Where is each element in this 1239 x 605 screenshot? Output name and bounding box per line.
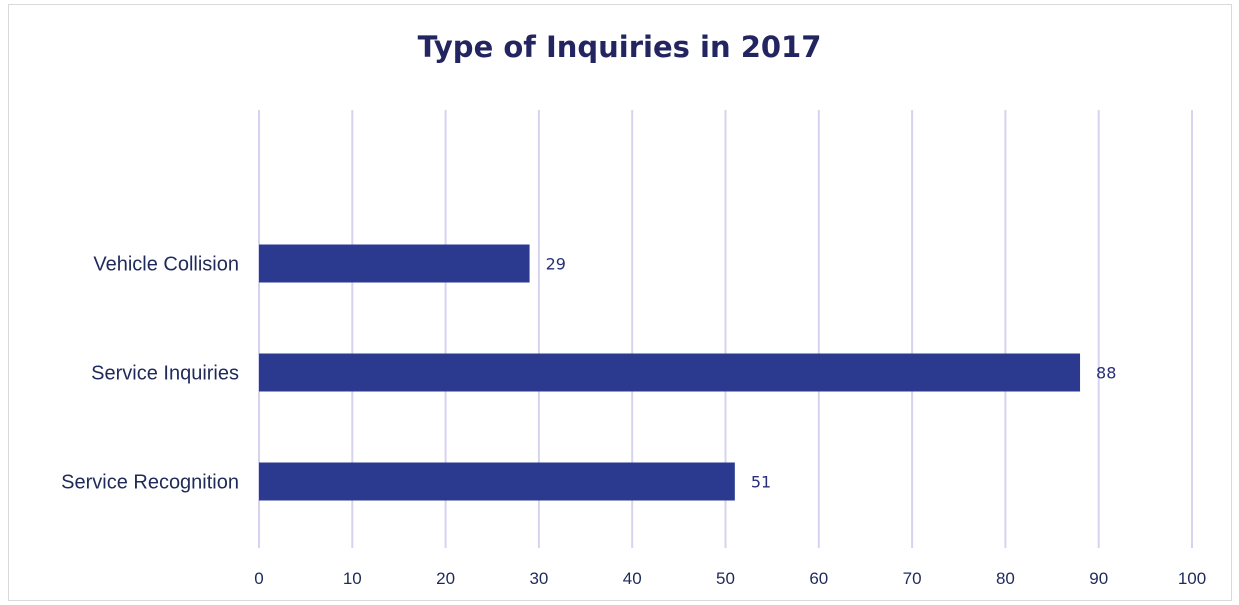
data-label: 51 [751, 473, 771, 492]
x-tick-label-50: 50 [716, 569, 735, 588]
x-tick-label-90: 90 [1089, 569, 1108, 588]
category-label: Service Inquiries [91, 363, 239, 385]
data-label: 29 [546, 255, 566, 274]
x-tick-label-20: 20 [436, 569, 455, 588]
x-tick-label-100: 100 [1178, 569, 1206, 588]
x-tick-labels: 0 10 20 30 40 50 60 70 80 90 100 [254, 569, 1206, 588]
x-tick-label-70: 70 [903, 569, 922, 588]
bars [259, 244, 1081, 501]
chart-frame [8, 4, 1232, 601]
x-tick-label-0: 0 [254, 569, 263, 588]
data-labels: 29 88 51 [546, 255, 1117, 492]
chart-title: Type of Inquiries in 2017 [417, 30, 822, 64]
bar-service-recognition [259, 462, 735, 501]
category-label: Service Recognition [61, 472, 239, 494]
x-tick-label-30: 30 [529, 569, 548, 588]
x-tick-label-40: 40 [623, 569, 642, 588]
bar-vehicle-collision [259, 244, 530, 283]
x-tick-label-80: 80 [996, 569, 1015, 588]
x-tick-label-10: 10 [343, 569, 362, 588]
x-tick-label-60: 60 [809, 569, 828, 588]
category-labels: Vehicle Collision Service Inquiries Servic… [61, 254, 239, 494]
category-label: Vehicle Collision [93, 254, 239, 276]
data-label: 88 [1096, 364, 1116, 383]
bar-service-inquiries [259, 353, 1081, 392]
